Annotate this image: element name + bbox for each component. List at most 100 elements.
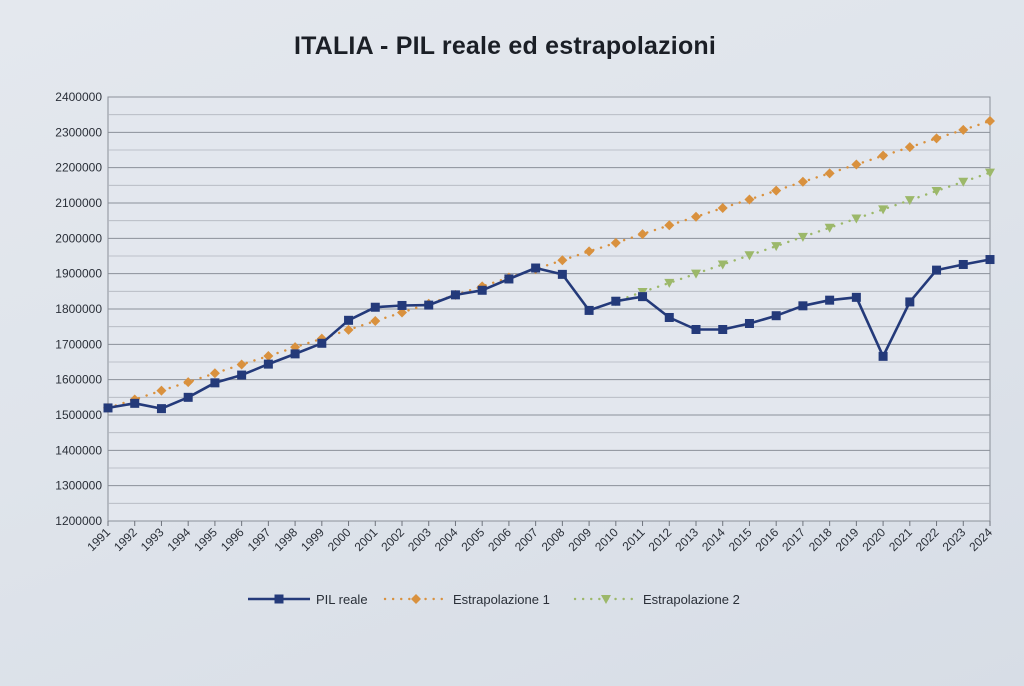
- data-point-1: [932, 265, 942, 275]
- x-tick-label: 2004: [432, 525, 461, 554]
- data-point-3: [931, 186, 942, 196]
- x-tick-label: 1995: [191, 525, 220, 554]
- x-tick-label: 2005: [459, 525, 488, 554]
- legend-marker-1: [274, 594, 284, 604]
- legend-marker-3: [601, 595, 611, 604]
- data-point-1: [263, 359, 273, 369]
- x-tick-label: 2017: [779, 525, 808, 554]
- y-tick-label: 1700000: [55, 337, 102, 351]
- data-point-3: [664, 278, 675, 288]
- data-point-3: [771, 242, 782, 252]
- chart-title: ITALIA - PIL reale ed estrapolazioni: [293, 32, 717, 60]
- data-point-2: [824, 168, 835, 179]
- data-point-2: [183, 377, 194, 388]
- y-tick-label: 2200000: [55, 161, 102, 175]
- data-point-2: [343, 324, 354, 335]
- data-point-3: [717, 260, 728, 270]
- y-tick-label: 1600000: [55, 373, 102, 387]
- data-point-1: [477, 285, 487, 295]
- data-point-1: [290, 349, 300, 359]
- x-tick-label: 1993: [138, 525, 167, 554]
- data-point-3: [797, 232, 808, 242]
- data-point-1: [638, 292, 648, 302]
- data-point-1: [210, 378, 220, 388]
- x-tick-label: 1997: [245, 525, 274, 554]
- data-point-1: [691, 324, 701, 334]
- x-tick-label: 2020: [859, 525, 888, 554]
- y-tick-label: 1900000: [55, 267, 102, 281]
- legend-label-1: PIL reale: [316, 592, 368, 607]
- legend-label-3: Estrapolazione 2: [643, 592, 740, 607]
- data-point-2: [397, 307, 407, 318]
- data-point-2: [236, 359, 247, 370]
- x-tick-label: 1991: [84, 525, 113, 554]
- data-point-1: [237, 370, 247, 380]
- x-tick-label: 2014: [699, 525, 728, 554]
- x-tick-label: 2006: [485, 525, 514, 554]
- y-tick-label: 1400000: [55, 443, 102, 457]
- data-point-2: [557, 255, 568, 266]
- series-line-1: [107, 258, 991, 410]
- data-point-1: [878, 351, 888, 361]
- x-tick-label: 2024: [966, 525, 995, 554]
- data-point-2: [904, 142, 915, 153]
- y-tick-label: 1800000: [55, 302, 102, 316]
- data-point-1: [851, 292, 861, 302]
- x-tick-label: 2012: [646, 525, 675, 554]
- data-point-1: [156, 404, 166, 414]
- y-tick-label: 2300000: [55, 125, 102, 139]
- data-point-2: [637, 229, 648, 240]
- x-tick-label: 2000: [325, 525, 354, 554]
- data-point-2: [584, 246, 595, 257]
- x-tick-label: 2008: [539, 525, 568, 554]
- data-point-2: [263, 350, 274, 361]
- data-point-2: [744, 194, 755, 205]
- y-tick-label: 1300000: [55, 479, 102, 493]
- data-point-1: [557, 269, 567, 279]
- x-tick-label: 2009: [565, 525, 594, 554]
- data-point-3: [958, 177, 969, 187]
- data-point-1: [611, 296, 621, 306]
- data-point-1: [317, 338, 327, 348]
- x-tick-label: 2011: [620, 525, 648, 553]
- y-tick-label: 2400000: [55, 90, 102, 104]
- data-point-1: [504, 274, 514, 284]
- x-tick-label: 2021: [886, 525, 915, 554]
- data-point-3: [691, 269, 701, 279]
- data-point-1: [718, 324, 728, 334]
- x-tick-label: 2003: [405, 525, 434, 554]
- data-point-3: [904, 196, 915, 206]
- x-tick-label: 2019: [833, 525, 862, 554]
- data-point-1: [958, 259, 968, 269]
- data-point-1: [424, 300, 434, 310]
- data-point-3: [851, 214, 862, 224]
- y-tick-label: 2100000: [55, 196, 102, 210]
- x-tick-label: 1992: [111, 525, 140, 554]
- data-point-2: [851, 159, 862, 170]
- y-tick-label: 1500000: [55, 408, 102, 422]
- data-point-1: [985, 255, 995, 265]
- legend-marker-2: [411, 594, 421, 604]
- y-tick-label: 2000000: [55, 231, 102, 245]
- data-point-1: [771, 311, 781, 321]
- x-tick-label: 1994: [165, 525, 194, 554]
- data-point-2: [717, 202, 728, 213]
- data-point-2: [156, 385, 167, 396]
- x-tick-label: 2002: [378, 525, 407, 554]
- data-point-1: [103, 403, 113, 413]
- data-point-2: [931, 133, 942, 144]
- data-point-2: [664, 220, 675, 231]
- data-point-3: [744, 251, 755, 261]
- data-point-1: [397, 300, 407, 310]
- x-tick-label: 2013: [672, 525, 701, 554]
- data-point-1: [370, 302, 380, 312]
- x-tick-label: 2015: [726, 525, 755, 554]
- data-point-2: [958, 124, 969, 135]
- data-point-2: [985, 116, 995, 127]
- data-point-2: [370, 316, 381, 327]
- x-tick-label: 2007: [512, 525, 541, 554]
- x-tick-label: 2016: [753, 525, 782, 554]
- data-point-1: [744, 318, 754, 328]
- y-tick-label: 1200000: [55, 514, 102, 528]
- x-tick-label: 2018: [806, 525, 835, 554]
